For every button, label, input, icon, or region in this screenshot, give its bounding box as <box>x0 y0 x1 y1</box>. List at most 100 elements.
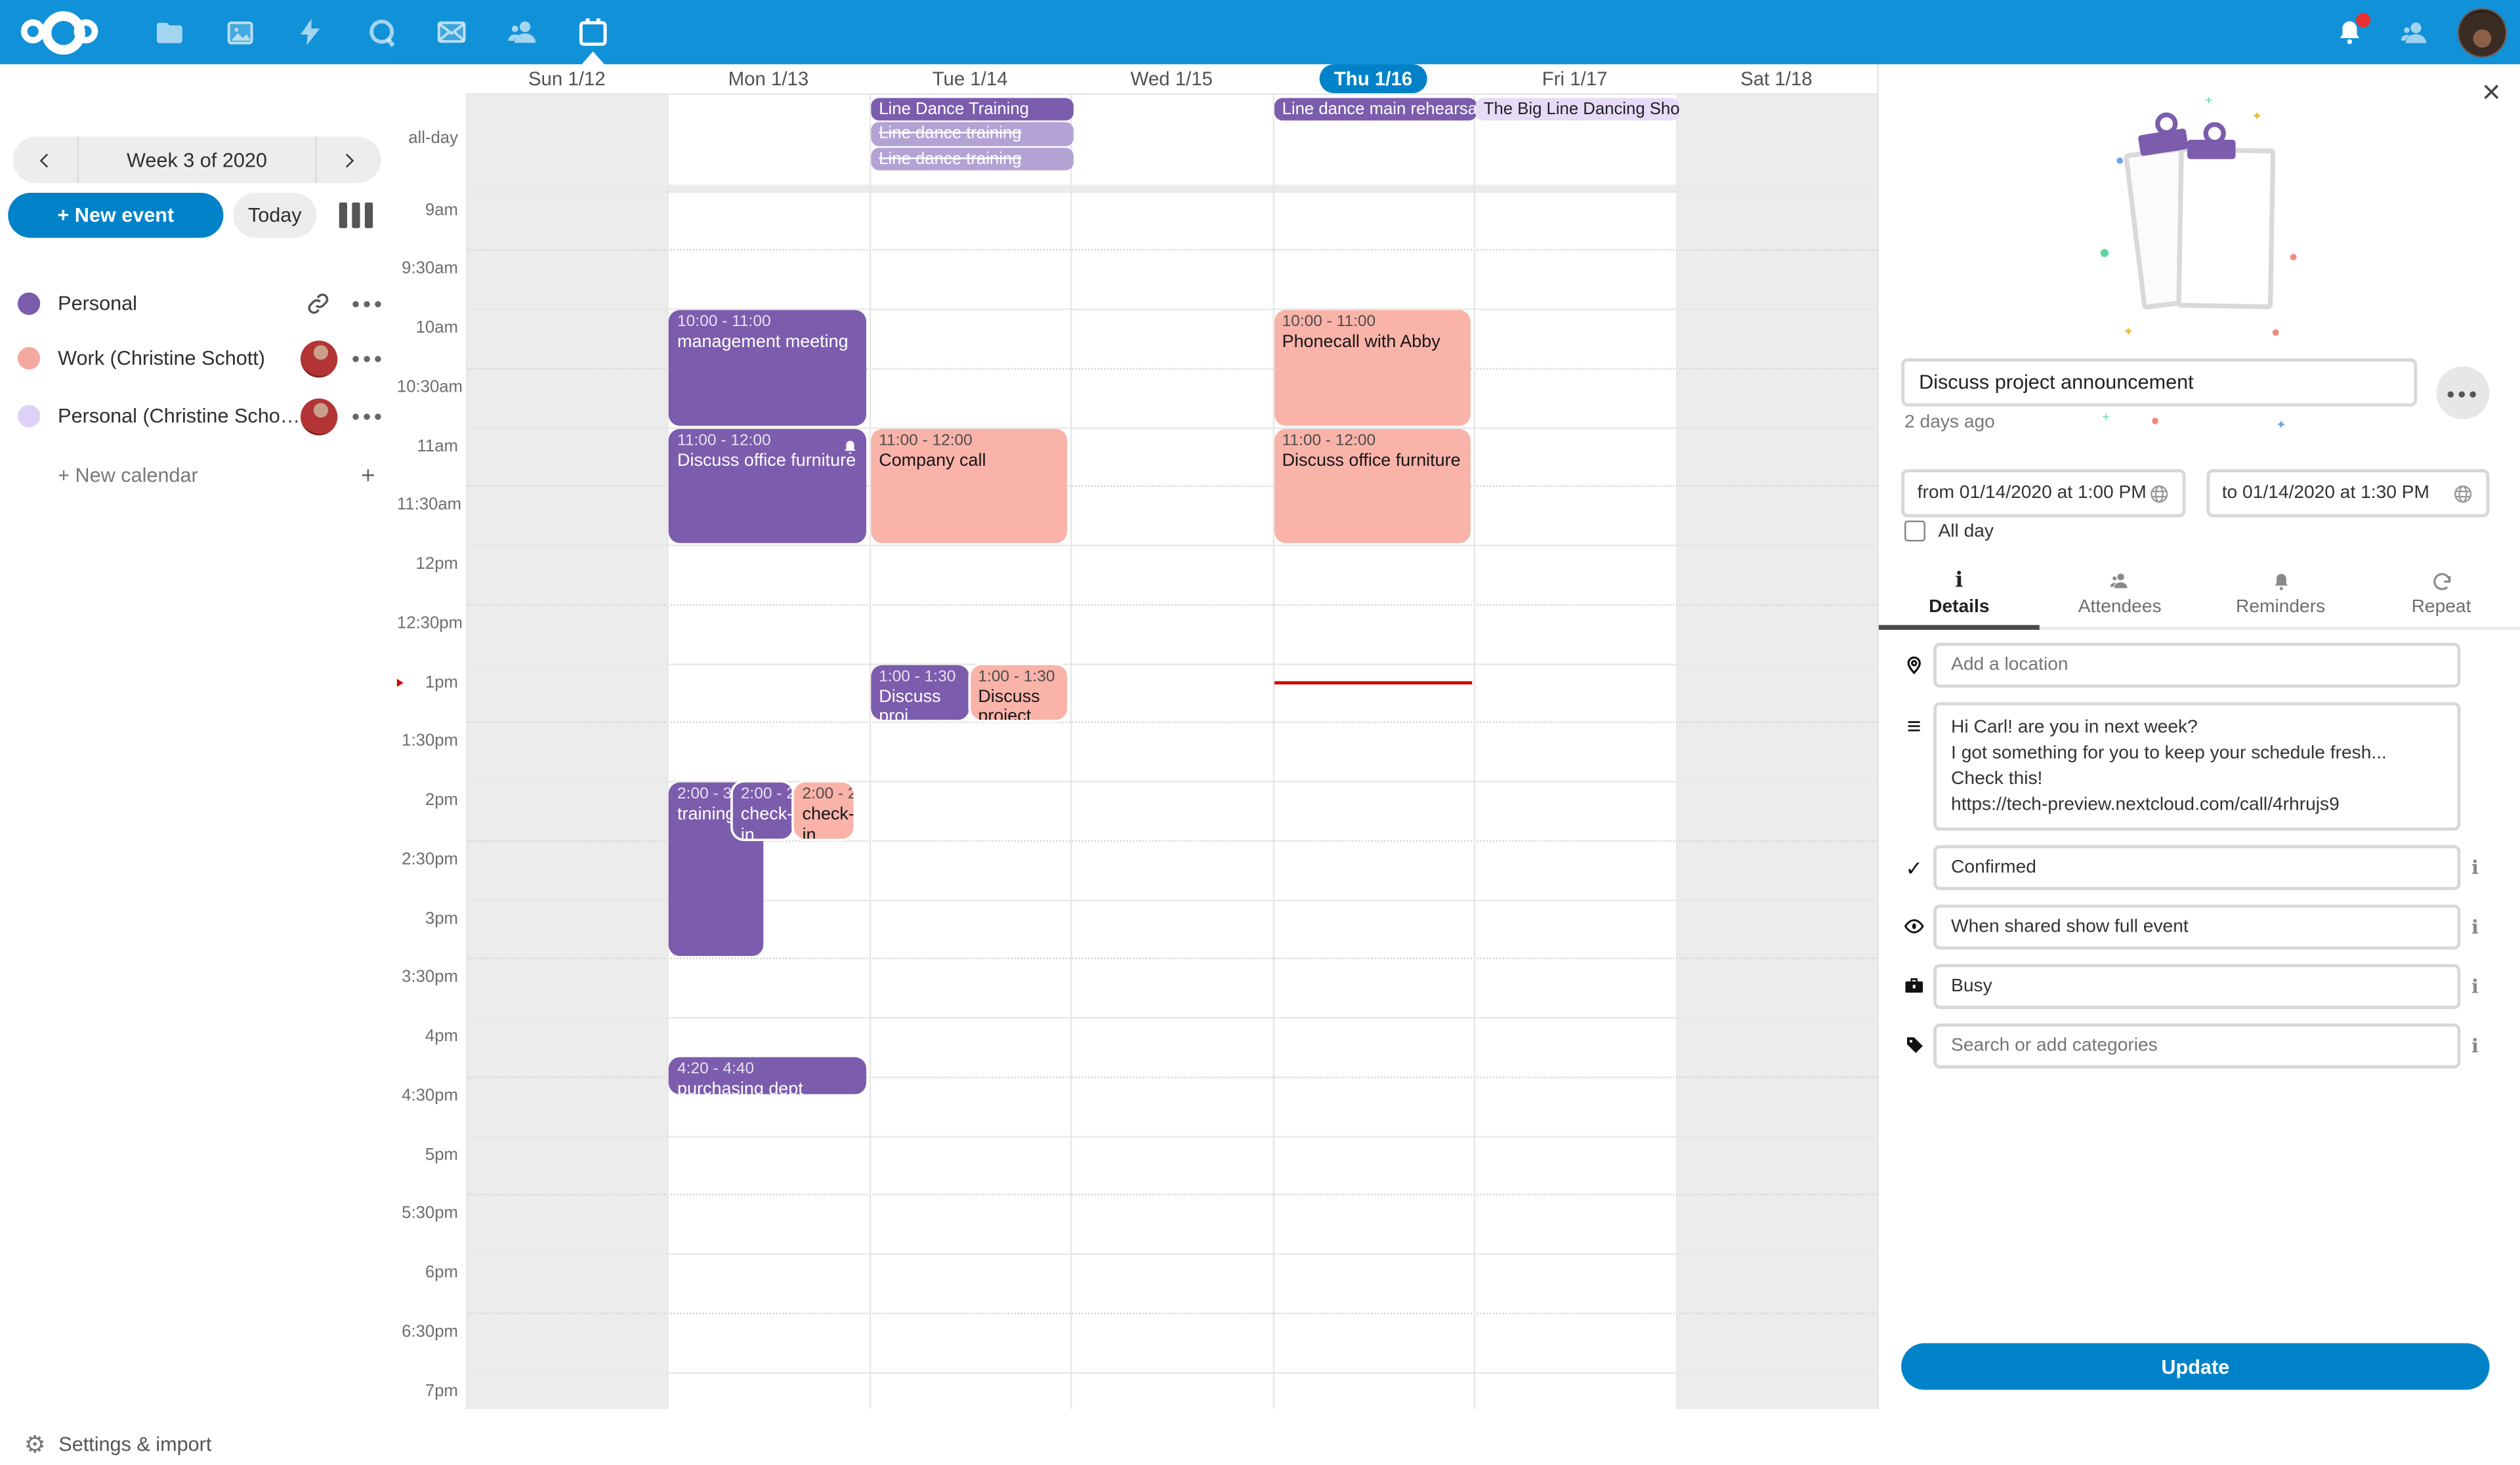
all-day-label: All day <box>1938 521 1994 541</box>
event-title: Phonecall with Abby <box>1282 332 1440 352</box>
event-card[interactable]: 1:00 - 1:30 Discuss project <box>970 664 1068 720</box>
event-time: 11:00 - 12:00 <box>677 431 771 449</box>
tab-repeat[interactable]: Repeat <box>2361 559 2520 627</box>
status-select[interactable]: Confirmed <box>1933 846 2461 891</box>
settings-import-button[interactable]: ⚙ Settings & import <box>0 1424 397 1465</box>
timezone-globe-icon[interactable] <box>2452 483 2473 504</box>
update-button[interactable]: Update <box>1901 1343 2490 1390</box>
allday-divider <box>466 184 1878 191</box>
active-app-indicator <box>581 51 604 64</box>
week-label[interactable]: Week 3 of 2020 <box>127 148 267 171</box>
user-avatar[interactable] <box>2457 7 2508 57</box>
allday-event-chip[interactable]: Line dance training <box>871 147 1074 171</box>
next-week-button[interactable] <box>316 136 381 183</box>
description-textarea[interactable]: Hi Carl! are you in next week? I got som… <box>1933 702 2461 832</box>
event-time: 4:20 - 4:40 <box>677 1061 755 1079</box>
time-label: 12:30pm <box>396 613 463 633</box>
calendar-app-icon[interactable] <box>558 0 629 64</box>
column-divider <box>869 93 872 1409</box>
status-info-icon[interactable]: i <box>2471 857 2479 880</box>
event-title: check-in <box>740 804 793 838</box>
all-day-checkbox[interactable] <box>1904 520 1925 542</box>
visibility-info-icon[interactable]: i <box>2471 916 2479 939</box>
notifications-bell-icon[interactable] <box>2329 11 2371 53</box>
close-icon[interactable]: × <box>2481 75 2501 111</box>
freebusy-select[interactable]: Busy <box>1933 964 2461 1010</box>
check-icon: ✓ <box>1905 857 1923 881</box>
calendar-name: Work (Christine Schott) <box>58 346 266 370</box>
description-lines-icon: ≡ <box>1906 713 1922 741</box>
event-card[interactable]: 11:00 - 12:00 Discuss office furniture <box>669 428 866 543</box>
time-label: 11:30am <box>396 495 462 515</box>
calendar-list-item-personal[interactable]: Personal ●●● <box>0 281 397 327</box>
contacts-app-icon[interactable] <box>487 0 558 64</box>
today-button[interactable]: Today <box>233 192 317 238</box>
time-label: 1:30pm <box>402 731 458 751</box>
new-calendar-button[interactable]: + New calendar + <box>0 455 397 497</box>
event-card[interactable]: 2:00 - 2:30check-in <box>794 782 854 838</box>
allday-event-chip[interactable]: Line dance training <box>871 122 1074 146</box>
grid-line <box>466 1194 1878 1196</box>
view-toggle-button[interactable] <box>329 193 381 238</box>
more-menu-icon[interactable]: ●●● <box>351 408 385 424</box>
end-date-picker[interactable]: to 01/14/2020 at 1:30 PM <box>2206 469 2490 518</box>
files-app-icon[interactable] <box>133 0 204 64</box>
event-card[interactable]: 4:20 - 4:40 purchasing dept <box>669 1058 866 1094</box>
allday-event-chip[interactable]: The Big Line Dancing Show <box>1475 97 1679 121</box>
day-header-active[interactable]: Thu 1/16 <box>1319 64 1427 94</box>
activity-app-icon[interactable] <box>275 0 346 64</box>
day-header[interactable]: Mon 1/13 <box>667 64 869 93</box>
allday-event-chip[interactable]: Line dance main rehearsal <box>1274 97 1477 121</box>
tab-label: Repeat <box>2411 596 2471 617</box>
calendar-list-item-personal-shared[interactable]: Personal (Christine Scho… ●●● <box>0 394 397 439</box>
time-label: 10am <box>415 318 458 338</box>
day-header[interactable]: Sat 1/18 <box>1675 64 1877 93</box>
settings-label: Settings & import <box>58 1433 212 1456</box>
calendar-color-dot <box>17 346 41 370</box>
start-date-picker[interactable]: from 01/14/2020 at 1:00 PM <box>1901 469 2185 518</box>
more-menu-icon[interactable]: ●●● <box>351 295 385 312</box>
day-header[interactable]: Wed 1/15 <box>1071 64 1272 93</box>
visibility-select[interactable]: When shared show full event <box>1933 905 2461 951</box>
tab-attendees[interactable]: Attendees <box>2040 559 2200 627</box>
actions-more-button[interactable]: ●●● <box>2436 366 2490 420</box>
allday-event-chip[interactable]: Line Dance Training <box>871 97 1074 121</box>
categories-info-icon[interactable]: i <box>2471 1035 2479 1058</box>
timezone-globe-icon[interactable] <box>2148 483 2169 504</box>
event-title: Discuss proj announcement <box>879 686 941 720</box>
event-card[interactable]: 10:00 - 11:00 Phonecall with Abby <box>1274 310 1471 425</box>
tab-label: Details <box>1929 596 1990 617</box>
categories-input[interactable] <box>1933 1023 2461 1069</box>
time-label: 3:30pm <box>402 967 458 987</box>
day-header[interactable]: Sun 1/12 <box>466 64 667 93</box>
calendar-list-item-work[interactable]: Work (Christine Schott) ●●● <box>0 336 397 381</box>
all-day-row[interactable]: All day <box>1904 520 1994 542</box>
editor-tabs: i Details Attendees Reminders Repeat <box>1878 559 2520 630</box>
week-navigation: Week 3 of 2020 <box>12 136 381 184</box>
tab-reminders[interactable]: Reminders <box>2200 559 2361 627</box>
event-title-input[interactable] <box>1901 358 2418 407</box>
location-input[interactable] <box>1933 642 2461 688</box>
more-menu-icon[interactable]: ●●● <box>351 350 385 367</box>
talk-app-icon[interactable] <box>346 0 417 64</box>
day-header[interactable]: Fri 1/17 <box>1474 64 1675 93</box>
previous-week-button[interactable] <box>13 136 77 183</box>
event-card[interactable]: 11:00 - 12:00 Company call <box>871 428 1068 543</box>
event-card[interactable]: 10:00 - 11:00 management meeting <box>669 310 866 425</box>
time-label: 12pm <box>415 554 458 574</box>
day-header[interactable]: Tue 1/14 <box>870 64 1071 93</box>
tab-details[interactable]: i Details <box>1878 559 2040 630</box>
share-link-icon[interactable] <box>297 293 339 315</box>
freebusy-info-icon[interactable]: i <box>2471 976 2479 999</box>
contacts-menu-icon[interactable] <box>2393 11 2435 53</box>
day-header[interactable]: Thu 1/16 <box>1272 64 1474 94</box>
new-event-button[interactable]: + New event <box>8 192 224 238</box>
nextcloud-logo-icon[interactable] <box>20 8 104 56</box>
event-card[interactable]: 2:00 - 2:30check-in <box>732 782 793 838</box>
photos-app-icon[interactable] <box>204 0 275 64</box>
weekend-shading <box>1675 93 1878 1409</box>
event-card[interactable]: 11:00 - 12:00 Discuss office furniture <box>1274 428 1471 543</box>
reminder-bell-icon <box>842 434 858 463</box>
mail-app-icon[interactable] <box>416 0 487 64</box>
